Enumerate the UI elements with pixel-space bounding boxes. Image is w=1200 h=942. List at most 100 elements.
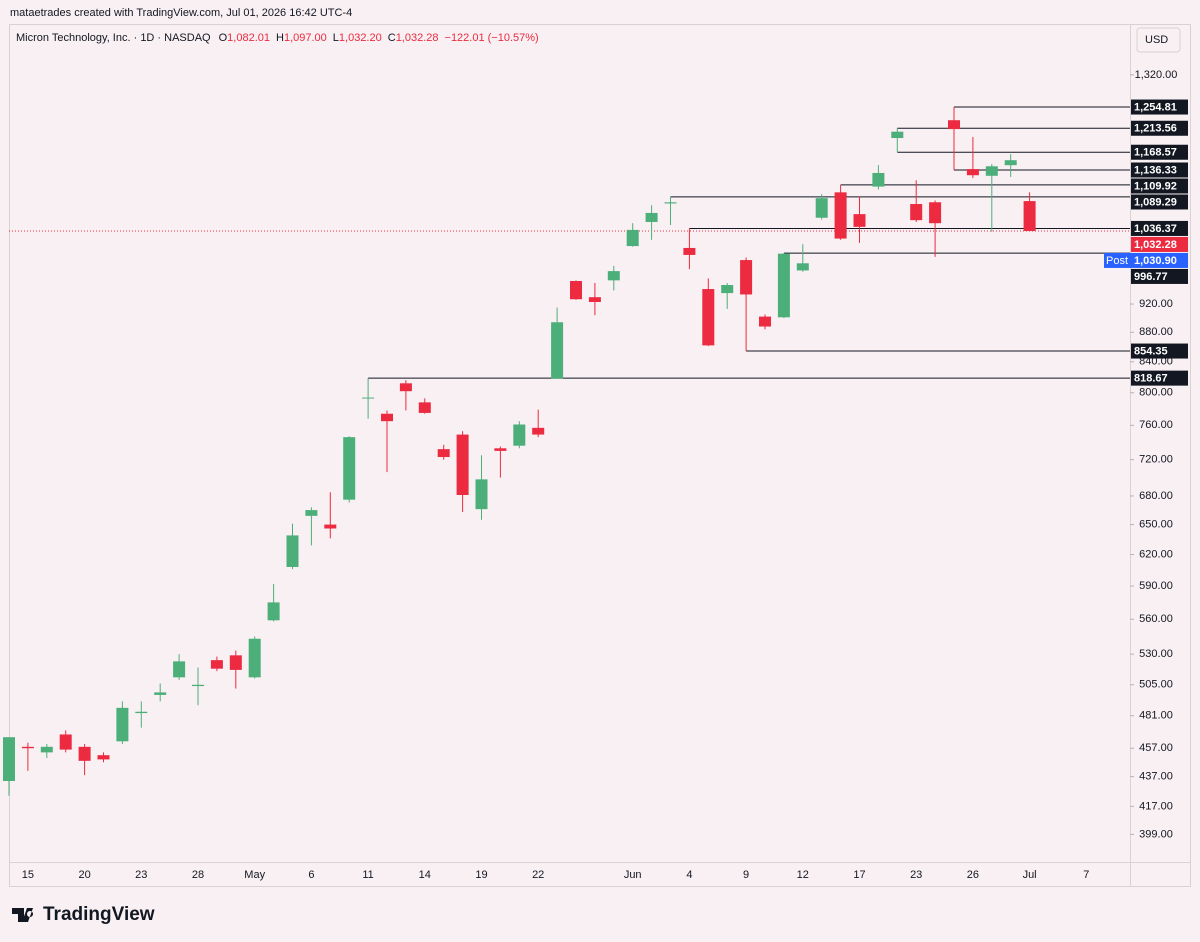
candle-body: [872, 172, 885, 187]
candle-body: [248, 638, 261, 678]
y-tick-label: 920.00: [1139, 298, 1173, 310]
candle-body: [97, 755, 110, 760]
y-tick-label: 481.00: [1139, 710, 1173, 722]
candle-body: [399, 383, 412, 392]
candle-body: [759, 316, 771, 327]
candle-body: [1023, 201, 1036, 231]
price-tag-label: 818.67: [1134, 373, 1168, 385]
candle-body: [210, 660, 223, 669]
y-tick-label: 840.00: [1139, 356, 1173, 368]
price-tag-label: 1,136.33: [1134, 164, 1177, 176]
price-tag-label: 1,168.57: [1134, 147, 1177, 159]
legend-value: 1,097.00: [284, 32, 327, 44]
legend-key: H: [276, 32, 284, 44]
x-tick-label: Jul: [1023, 869, 1037, 881]
candle-body: [381, 413, 393, 422]
x-tick-label: 23: [135, 869, 147, 881]
x-tick-label: 14: [419, 869, 431, 881]
candle-body: [702, 289, 715, 346]
candle-body: [815, 198, 828, 218]
candle-body: [267, 602, 280, 621]
candle-body: [645, 212, 658, 222]
candle-body: [135, 711, 148, 714]
price-tag-label: 1,036.37: [1134, 223, 1177, 235]
price-tag-label: 1,254.81: [1134, 101, 1177, 113]
x-tick-label: 6: [308, 869, 314, 881]
candle-body: [1004, 160, 1017, 166]
tv-logo: [12, 908, 34, 922]
price-tag: [1131, 178, 1188, 194]
candle-body: [21, 746, 34, 749]
legend-value: 1,032.28: [396, 32, 439, 44]
price-tag: [1131, 252, 1188, 268]
legend-key: L: [333, 32, 339, 44]
y-tick-label: 505.00: [1139, 679, 1173, 691]
candle-body: [116, 707, 129, 742]
x-tick-label: 9: [743, 869, 749, 881]
price-tag: [1131, 343, 1188, 359]
x-tick-label: May: [244, 869, 265, 881]
candle-body: [740, 260, 753, 295]
x-tick-label: 17: [853, 869, 865, 881]
x-tick-label: 4: [686, 869, 692, 881]
y-tick-label: 720.00: [1139, 454, 1173, 466]
candle-body: [796, 263, 809, 271]
symbol: Micron Technology, Inc. · 1D · NASDAQ: [16, 32, 211, 44]
price-tag-label: 1,089.29: [1134, 196, 1177, 208]
x-tick-label: 20: [78, 869, 90, 881]
legend-change: −122.01 (−10.57%): [445, 32, 539, 44]
candle-body: [494, 448, 507, 451]
candle-body: [532, 427, 545, 435]
candle-body: [910, 204, 923, 221]
candle-body: [154, 692, 167, 695]
candle-body: [513, 424, 526, 446]
candle-body: [929, 202, 942, 224]
candle-body: [305, 510, 318, 516]
price-tag: [1131, 144, 1188, 160]
y-tick-label: 437.00: [1139, 771, 1173, 783]
candle-body: [664, 202, 677, 204]
candle-body: [626, 229, 639, 247]
y-tick-label: 530.00: [1139, 648, 1173, 660]
candle-body: [418, 402, 431, 413]
header: mataetrades created with TradingView.com…: [10, 7, 352, 19]
x-tick-label: 12: [797, 869, 809, 881]
x-tick-label: 11: [362, 869, 373, 881]
y-tick-label: 650.00: [1139, 518, 1173, 530]
y-tick-label: 457.00: [1139, 742, 1173, 754]
candle-body: [570, 281, 582, 300]
currency-box[interactable]: [1136, 27, 1181, 53]
price-tag: [1131, 162, 1188, 178]
price-tag-label: 996.77: [1134, 271, 1168, 283]
legend-key: O: [219, 32, 228, 44]
price-tag-label: 1,030.90: [1134, 255, 1177, 267]
candle-body: [777, 253, 790, 318]
currency: USD: [1145, 34, 1168, 46]
candle-body: [229, 655, 242, 670]
candle-body: [192, 684, 204, 687]
x-tick-label: 22: [532, 869, 544, 881]
x-tick-label: 26: [967, 869, 979, 881]
y-tick-label: 880.00: [1139, 326, 1173, 338]
candle-body: [456, 434, 469, 496]
y-tick-label: 417.00: [1139, 800, 1173, 812]
price-tag: [1131, 236, 1188, 252]
x-tick-label: Jun: [624, 869, 642, 881]
legend-key: C: [388, 32, 396, 44]
candle-body: [78, 746, 91, 761]
y-tick-label: 620.00: [1139, 548, 1173, 560]
candle-body: [966, 169, 979, 176]
candle-body: [362, 397, 375, 399]
price-tag: [1131, 194, 1188, 210]
candle-body: [607, 271, 620, 281]
price-tag-label: 1,213.56: [1134, 123, 1177, 135]
candle-body: [324, 524, 337, 529]
y-tick-label: 590.00: [1139, 580, 1173, 592]
price-tag: [1131, 268, 1188, 284]
y-tick-label: 399.00: [1139, 828, 1173, 840]
candle-body: [173, 661, 186, 678]
y-tick-label: 680.00: [1139, 490, 1173, 502]
chart-frame: [9, 24, 1191, 887]
